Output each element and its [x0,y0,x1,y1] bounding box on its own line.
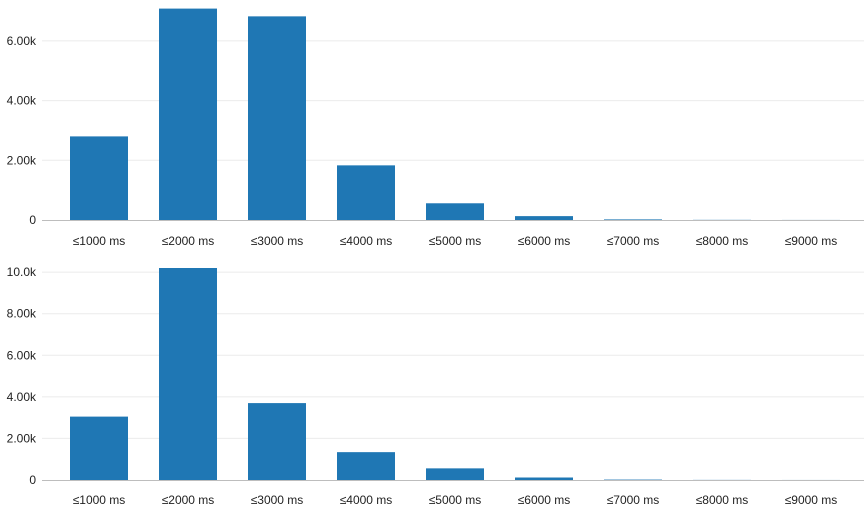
chart1-bar-2 [159,8,217,220]
chart1-bar-5 [426,203,484,220]
chart2-x-tick-label: ≤2000 ms [162,493,215,507]
chart1-y-tick-label: 0 [29,213,36,227]
chart2-x-tick-label: ≤4000 ms [340,493,393,507]
chart2-y-tick-label: 6.00k [7,348,37,362]
chart2-y-tick-label: 0 [29,473,36,487]
chart2-x-tick-label: ≤9000 ms [785,493,838,507]
chart1-bar-4 [337,165,395,220]
chart1-x-tick-label: ≤9000 ms [785,234,838,248]
chart1-y-tick-label: 6.00k [7,34,37,48]
chart1-x-tick-label: ≤2000 ms [162,234,215,248]
chart2-y-tick-label: 8.00k [7,307,37,321]
chart1-x-tick-label: ≤8000 ms [696,234,749,248]
chart1-bar-6 [515,216,573,220]
chart2-x-tick-label: ≤3000 ms [251,493,304,507]
chart2-y-tick-label: 10.0k [7,265,37,279]
chart2-x-tick-label: ≤1000 ms [73,493,126,507]
chart2-bar-1 [70,416,128,480]
chart1-y-tick-label: 4.00k [7,94,37,108]
chart1-bar-1 [70,136,128,220]
chart1-bar-7 [604,219,662,220]
chart1-y-tick-label: 2.00k [7,153,37,167]
chart1-x-tick-label: ≤7000 ms [607,234,660,248]
chart2-x-tick-label: ≤6000 ms [518,493,571,507]
chart2-x-tick-label: ≤5000 ms [429,493,482,507]
chart1-x-tick-label: ≤1000 ms [73,234,126,248]
chart2-bar-6 [515,477,573,480]
chart1-x-tick-label: ≤5000 ms [429,234,482,248]
chart2-bar-4 [337,452,395,480]
chart1-bar-3 [248,16,306,220]
chart2-x-tick-label: ≤7000 ms [607,493,660,507]
chart2-y-tick-label: 2.00k [7,431,37,445]
chart2-bar-3 [248,403,306,480]
chart2-x-tick-label: ≤8000 ms [696,493,749,507]
chart2-bar-5 [426,468,484,480]
chart2-y-tick-label: 4.00k [7,390,37,404]
chart1-x-tick-label: ≤3000 ms [251,234,304,248]
chart1-x-tick-label: ≤4000 ms [340,234,393,248]
chart1-x-tick-label: ≤6000 ms [518,234,571,248]
chart2-bar-2 [159,268,217,480]
